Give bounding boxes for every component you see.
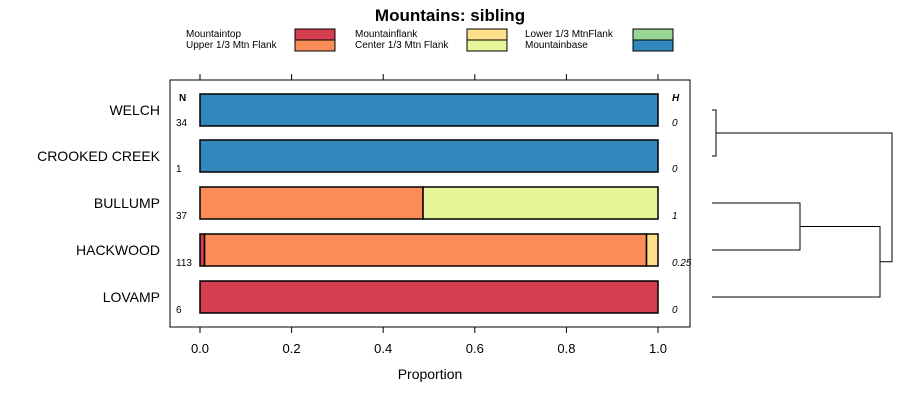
dendro-merge-lovamp xyxy=(712,226,881,298)
category-label-hackwood: HACKWOOD xyxy=(76,242,160,258)
x-tick-label-0: 0.0 xyxy=(191,341,209,356)
dendro-root xyxy=(716,132,893,263)
bar-hackwood-upper-1-3-mtn-flank xyxy=(203,233,648,267)
n-value-bullump: 37 xyxy=(176,211,188,222)
h-value-bullump: 1 xyxy=(672,211,678,222)
x-axis-title: Proportion xyxy=(398,366,463,382)
legend-swatch-center-1-3-mtn-flank xyxy=(466,39,508,52)
chart-title: Mountains: sibling xyxy=(375,6,525,25)
x-tick-label-1: 0.2 xyxy=(283,341,301,356)
legend-swatch-mountainbase xyxy=(632,39,674,52)
category-labels: WELCH CROOKED CREEK BULLUMP HACKWOOD LOVAMP xyxy=(37,102,161,305)
legend-label-mountainflank: Mountainflank xyxy=(355,29,418,40)
legend-label-lower-1-3-mtnflank: Lower 1/3 MtnFlank xyxy=(525,29,614,40)
bar-bullump-upper-1-3-mtn-flank xyxy=(199,186,424,220)
h-value-lovamp: 0 xyxy=(672,305,678,316)
bar-bullump-center-1-3-mtn-flank xyxy=(422,186,659,220)
legend-swatch-mountaintop xyxy=(294,28,336,41)
dendrogram xyxy=(712,109,893,298)
category-label-lovamp: LOVAMP xyxy=(103,289,160,305)
bar-welch-mountainbase xyxy=(199,93,659,127)
legend-label-center-1-3-mtn-flank: Center 1/3 Mtn Flank xyxy=(355,40,449,51)
legend-label-upper-1-3-mtn-flank: Upper 1/3 Mtn Flank xyxy=(186,40,278,51)
x-axis: 0.0 0.2 0.4 0.6 0.8 1.0 xyxy=(191,74,667,356)
n-header: N xyxy=(179,93,186,104)
x-tick-label-4: 0.8 xyxy=(557,341,575,356)
x-tick-label-2: 0.4 xyxy=(374,341,392,356)
n-value-crooked-creek: 1 xyxy=(176,164,182,175)
x-tick-label-5: 1.0 xyxy=(649,341,667,356)
x-tick-label-3: 0.6 xyxy=(466,341,484,356)
bar-hackwood-mountainflank xyxy=(645,233,659,267)
n-values: 34 1 37 113 6 xyxy=(176,118,192,316)
dendro-merge-bullump-hackwood xyxy=(712,202,801,251)
legend-label-mountaintop: Mountaintop xyxy=(186,29,241,40)
category-label-bullump: BULLUMP xyxy=(94,195,160,211)
dendro-merge-welch-crooked xyxy=(712,109,717,157)
n-value-lovamp: 6 xyxy=(176,305,182,316)
legend-swatch-mountainflank xyxy=(466,28,508,41)
category-label-crooked-creek: CROOKED CREEK xyxy=(37,148,161,164)
h-values: 0 0 1 0.25 0 xyxy=(672,118,692,316)
bar-lovamp-mountaintop xyxy=(199,280,659,314)
n-value-hackwood: 113 xyxy=(176,258,192,269)
legend-swatch-lower-1-3-mtnflank xyxy=(632,28,674,41)
bars xyxy=(199,93,659,314)
category-label-welch: WELCH xyxy=(109,102,160,118)
h-value-hackwood: 0.25 xyxy=(672,258,692,269)
h-value-welch: 0 xyxy=(672,118,678,129)
h-header: H xyxy=(672,93,680,104)
plot-frame xyxy=(169,79,691,328)
bar-crooked-creek-mountainbase xyxy=(199,139,659,173)
n-value-welch: 34 xyxy=(176,118,188,129)
legend-swatch-upper-1-3-mtn-flank xyxy=(294,39,336,52)
h-value-crooked-creek: 0 xyxy=(672,164,678,175)
legend-label-mountainbase: Mountainbase xyxy=(525,40,588,51)
